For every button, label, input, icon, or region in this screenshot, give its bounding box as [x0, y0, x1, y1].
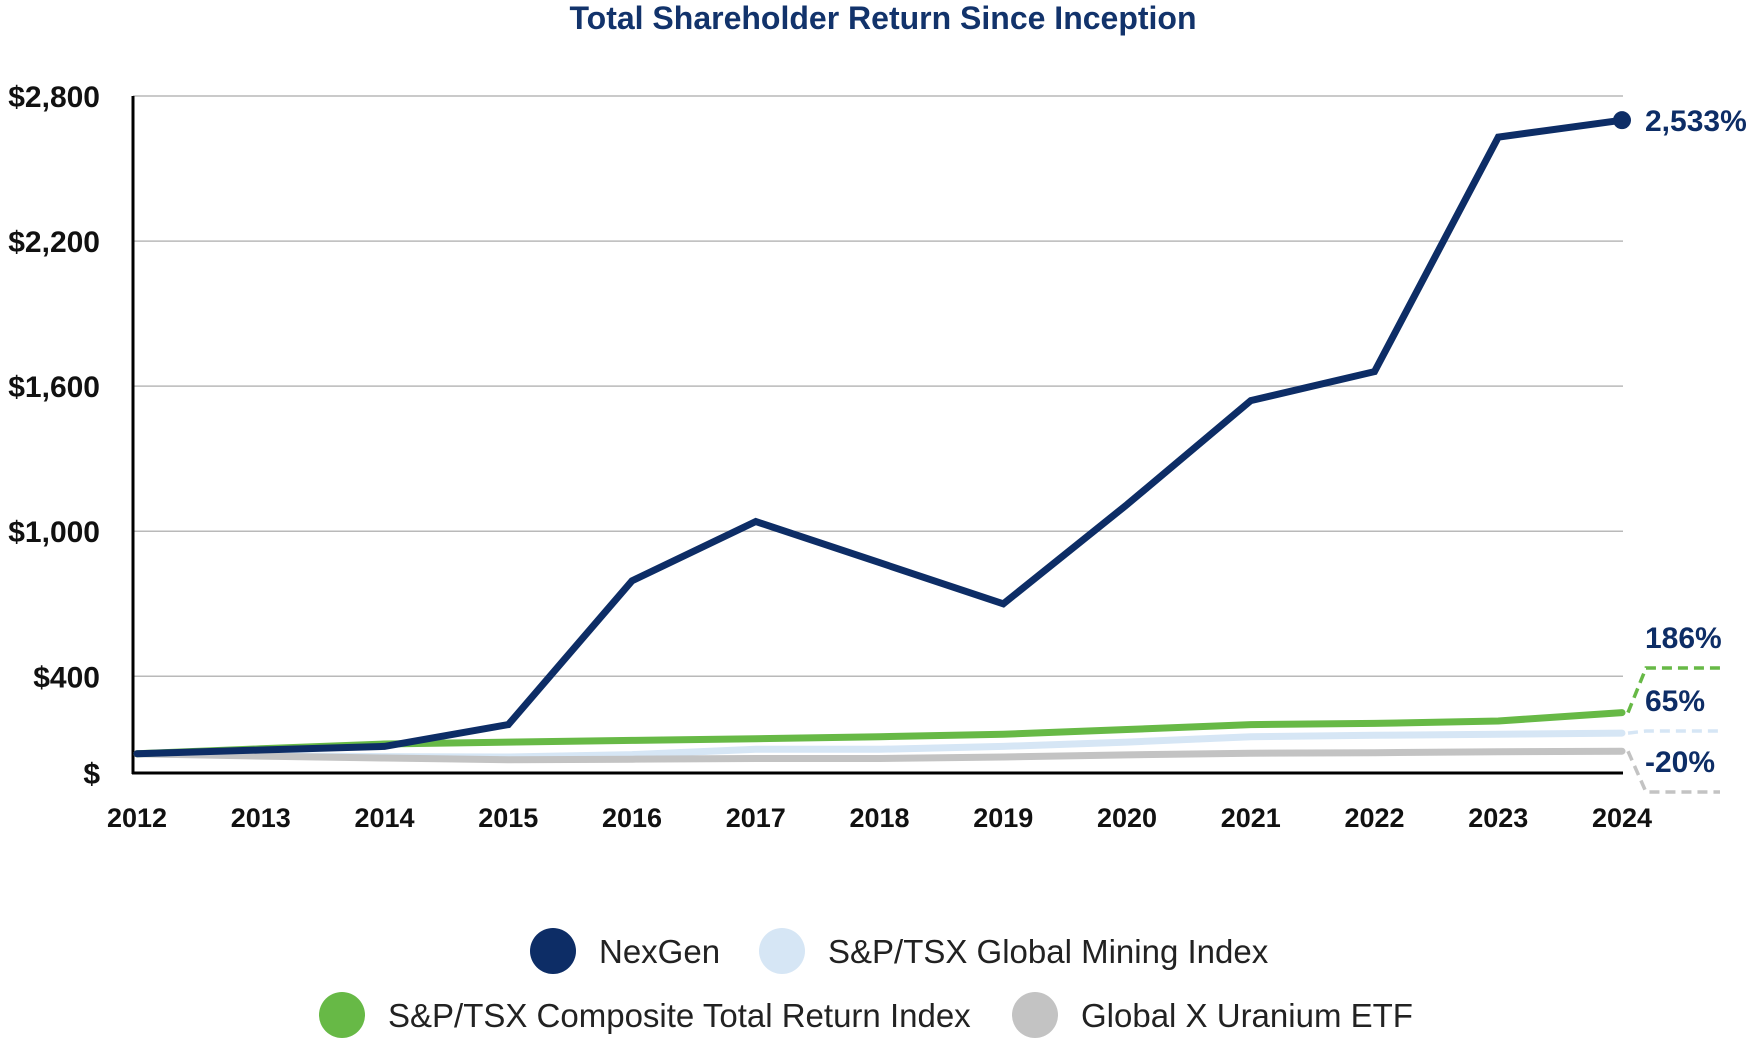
y-axis-ticks: $ $400 $1,000 $1,600 $2,200 $2,800 [8, 81, 100, 791]
legend: NexGen S&P/TSX Global Mining Index S&P/TSX… [319, 928, 1413, 1038]
x-tick-label: 2017 [726, 803, 786, 833]
legend-label: S&P/TSX Global Mining Index [828, 933, 1269, 970]
end-labels: 2,533% 186% 65% -20% [1626, 105, 1747, 794]
end-label: 65% [1645, 685, 1705, 718]
axes [131, 96, 1623, 775]
legend-swatch [1012, 992, 1058, 1038]
y-tick-label: $400 [33, 661, 100, 694]
x-tick-label: 2016 [602, 803, 662, 833]
series-line [133, 747, 1626, 764]
legend-label: Global X Uranium ETF [1081, 997, 1413, 1034]
x-tick-label: 2020 [1097, 803, 1157, 833]
x-tick-label: 2024 [1592, 803, 1652, 833]
y-tick-label: $ [83, 758, 100, 791]
series-end-marker [1613, 111, 1631, 130]
end-label: 186% [1645, 622, 1722, 655]
x-tick-label: 2014 [354, 803, 414, 833]
x-axis-ticks: 2012 2013 2014 2015 2016 2017 2018 2019 2020 2021… [107, 803, 1652, 833]
y-tick-label: $1,600 [8, 371, 100, 404]
x-tick-label: 2012 [107, 803, 167, 833]
x-tick-label: 2013 [231, 803, 291, 833]
legend-swatch [319, 992, 365, 1038]
gridlines [133, 95, 1623, 678]
y-tick-label: $1,000 [8, 516, 100, 549]
x-tick-label: 2022 [1344, 803, 1404, 833]
y-tick-label: $2,800 [8, 81, 100, 114]
x-tick-label: 2018 [849, 803, 909, 833]
y-tick-label: $2,200 [8, 226, 100, 259]
chart-title: Total Shareholder Return Since Inception [569, 0, 1196, 36]
series-lines [133, 111, 1631, 764]
x-tick-label: 2021 [1221, 803, 1281, 833]
end-label-leader [1626, 666, 1720, 714]
x-tick-label: 2019 [973, 803, 1033, 833]
legend-swatch [530, 928, 576, 974]
series-line [133, 116, 1626, 758]
legend-swatch [759, 928, 805, 974]
legend-label: NexGen [599, 933, 720, 970]
x-tick-label: 2015 [478, 803, 538, 833]
end-label: -20% [1645, 746, 1715, 779]
end-label: 2,533% [1645, 105, 1747, 138]
legend-label: S&P/TSX Composite Total Return Index [388, 997, 971, 1034]
x-tick-label: 2023 [1468, 803, 1528, 833]
end-label-leader [1627, 729, 1720, 735]
